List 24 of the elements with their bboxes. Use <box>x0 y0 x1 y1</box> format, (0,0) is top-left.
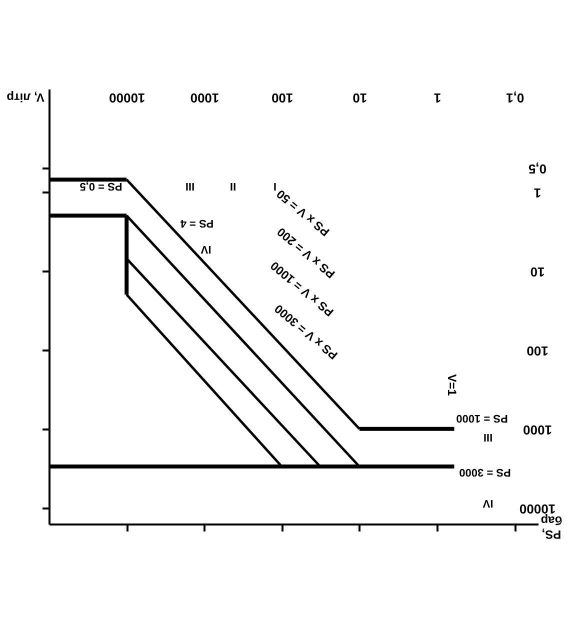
x-tick-label: 10000 <box>109 90 146 106</box>
x-tick-label: 1000 <box>190 90 220 106</box>
x-tick-label: 0,1 <box>506 90 524 106</box>
annotation: PS = 4 <box>179 217 214 229</box>
x-tick-label: 100 <box>271 90 294 106</box>
y-tick-label: 100 <box>526 343 548 358</box>
annotation: I <box>273 180 277 192</box>
annotation: II <box>230 180 236 192</box>
x-axis-title: V, літр <box>6 90 44 104</box>
y-tick-label: 1000 <box>523 422 552 438</box>
x-tick-label: 1 <box>434 90 442 106</box>
annotation: IV <box>482 497 494 509</box>
x-tick-label: 10 <box>352 90 368 106</box>
annotation: PS = 1000 <box>456 412 508 424</box>
y-tick-label: 10 <box>530 264 545 280</box>
y-tick-label: 0,5 <box>528 162 547 177</box>
annotation: III <box>185 180 195 192</box>
annotation: V=1 <box>445 374 459 396</box>
y-tick-label: 1 <box>534 185 542 200</box>
annotation: PS = 3000 <box>459 466 511 478</box>
annotation: IV <box>200 243 212 255</box>
annotation: III <box>483 431 493 443</box>
annotation: PS = 0,5 <box>80 180 122 192</box>
y-axis-title: PS, бар <box>540 514 562 542</box>
